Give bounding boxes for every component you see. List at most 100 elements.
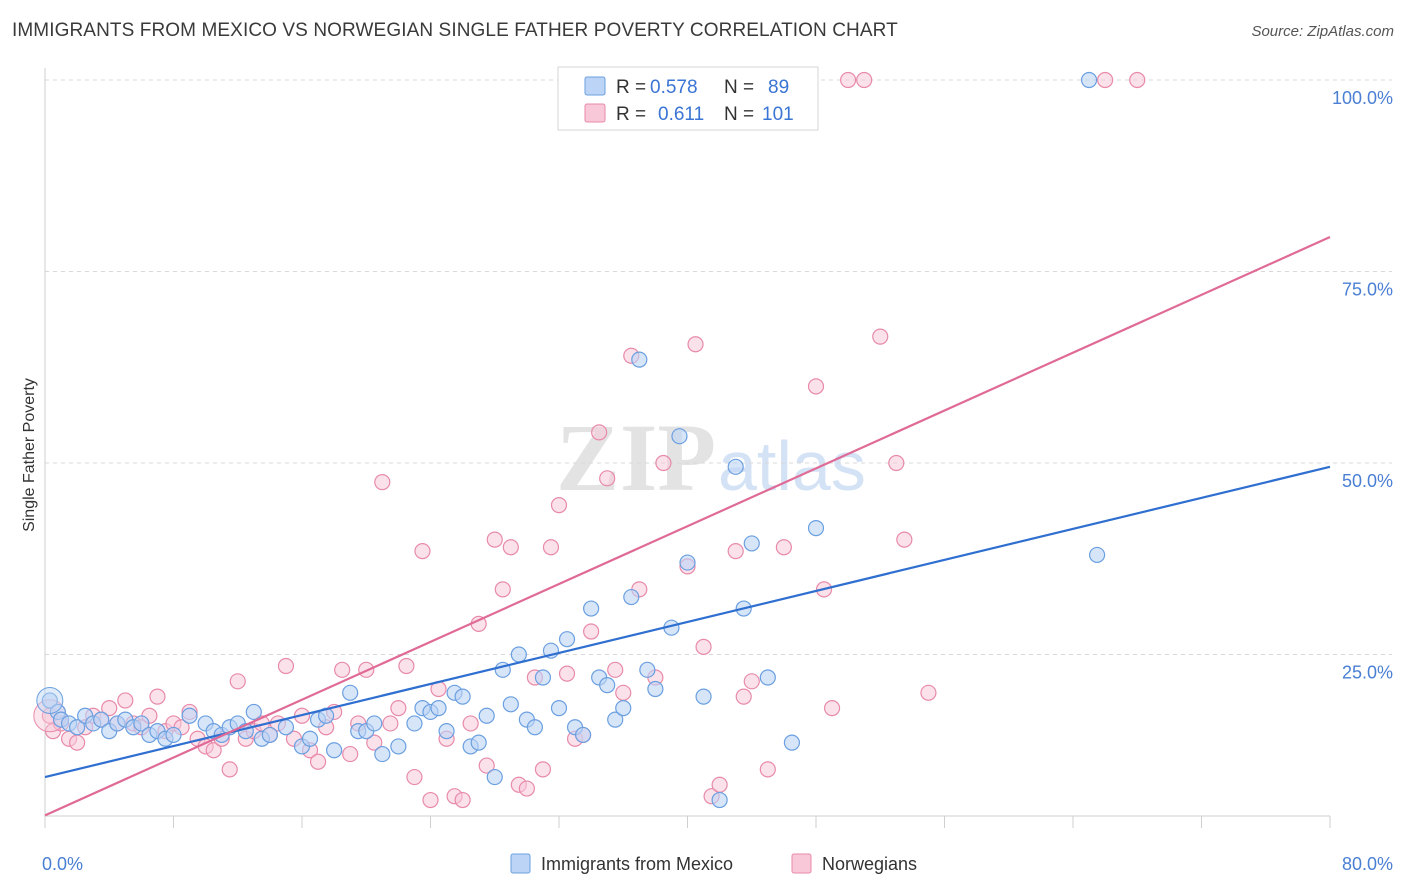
mexico-point <box>93 711 110 728</box>
y-tick-label: 100.0% <box>1332 88 1393 108</box>
trend-lines <box>44 236 1331 817</box>
y-tick-label: 25.0% <box>1342 663 1393 683</box>
mexico-point <box>671 428 688 445</box>
mexico-point <box>711 791 728 809</box>
bottom-legend-mexico: Immigrants from Mexico <box>541 854 733 874</box>
norwegians-point <box>342 745 359 763</box>
norwegians-point <box>454 791 471 809</box>
mexico-point <box>470 734 487 751</box>
norwegians-points <box>33 71 1146 809</box>
series-legend: Immigrants from Mexico Norwegians <box>510 853 917 874</box>
y-tick-label: 50.0% <box>1342 471 1393 491</box>
norwegians-point <box>775 539 792 556</box>
norwegians-point <box>478 757 495 774</box>
mexico-point <box>478 707 495 724</box>
norwegians-point <box>205 742 222 759</box>
mexico-point <box>599 677 616 694</box>
norwegians-point <box>759 761 776 778</box>
norwegians-point <box>366 734 383 751</box>
norwegians-point <box>615 684 632 701</box>
bottom-legend-blue-swatch <box>510 853 531 874</box>
mexico-point <box>502 696 519 713</box>
norwegians-point <box>727 542 744 560</box>
x-tick-label: 80.0% <box>1342 854 1393 874</box>
norwegians-point <box>607 661 624 678</box>
mexico-points <box>36 71 1106 809</box>
mexico-point <box>36 686 64 714</box>
norwegians-point <box>422 791 439 809</box>
mexico-point <box>534 669 552 686</box>
norwegians-point <box>149 688 166 705</box>
mexico-point <box>558 631 576 648</box>
norwegians-point <box>398 657 415 675</box>
norwegians-trend-line <box>44 236 1331 817</box>
mexico-point <box>366 715 383 732</box>
mexico-point <box>374 745 391 763</box>
legend-r-value-2: 0.611 <box>658 104 704 125</box>
bottom-legend-norwegians: Norwegians <box>822 854 917 874</box>
bottom-legend-pink-swatch <box>791 853 812 874</box>
mexico-point <box>390 738 407 755</box>
mexico-point <box>69 719 86 736</box>
y-axis-label: Single Father Poverty <box>21 378 38 532</box>
norwegians-point <box>374 474 391 491</box>
mexico-trend-line <box>44 465 1331 779</box>
norwegians-point <box>414 542 431 560</box>
mexico-point <box>245 703 262 721</box>
mexico-point <box>743 535 760 552</box>
mexico-point <box>133 715 150 732</box>
mexico-point <box>631 351 648 368</box>
mexico-point <box>41 692 58 709</box>
norwegians-point <box>695 638 712 655</box>
norwegians-point <box>687 336 704 353</box>
legend-blue-swatch <box>584 76 606 96</box>
norwegians-point <box>735 688 752 705</box>
norwegians-point <box>896 531 913 548</box>
legend-r-label-1: R = <box>616 77 646 98</box>
mexico-point <box>326 742 343 759</box>
mexico-point <box>1088 546 1106 564</box>
mexico-point <box>406 715 423 732</box>
norwegians-point <box>518 780 535 797</box>
mexico-point <box>342 684 359 701</box>
norwegians-point <box>502 539 519 556</box>
mexico-point <box>165 726 182 744</box>
correlation-legend: R = 0.578 N = 89 R = 0.611 N = 101 <box>557 66 819 131</box>
axes <box>44 68 1331 828</box>
norwegians-point <box>583 623 600 640</box>
norwegians-point <box>591 424 608 441</box>
norwegians-point <box>872 328 889 345</box>
norwegians-point <box>807 378 825 395</box>
norwegians-point <box>390 700 407 717</box>
mexico-point <box>526 719 544 736</box>
x-tick-label: 0.0% <box>42 854 83 874</box>
norwegians-point <box>221 761 238 778</box>
tick-labels: 25.0% 50.0% 75.0% 100.0% 0.0% 80.0% <box>42 88 1393 874</box>
mexico-point <box>759 669 776 686</box>
legend-n-value-1: 89 <box>768 77 789 98</box>
norwegians-point <box>277 657 295 675</box>
mexico-point <box>583 600 600 617</box>
mexico-point <box>647 680 664 698</box>
norwegians-point <box>382 715 399 732</box>
norwegians-point <box>888 454 905 472</box>
norwegians-point <box>69 734 86 751</box>
mexico-point <box>695 688 712 705</box>
norwegians-point <box>101 700 118 717</box>
mexico-point <box>301 730 319 747</box>
grid-lines <box>45 79 1392 655</box>
legend-n-label-1: N = <box>724 77 754 98</box>
norwegians-point <box>558 665 576 682</box>
mexico-point <box>438 722 455 740</box>
mexico-point <box>574 726 592 744</box>
norwegians-point <box>334 661 351 678</box>
legend-r-value-1: 0.578 <box>650 77 698 98</box>
norwegians-point <box>486 531 503 548</box>
norwegians-point <box>1129 71 1146 89</box>
mexico-point <box>430 700 447 717</box>
source-label: Source: ZipAtlas.com <box>1251 23 1394 40</box>
norwegians-point <box>117 692 134 709</box>
mexico-point <box>486 768 503 786</box>
norwegians-point <box>406 768 423 786</box>
norwegians-point <box>711 776 728 793</box>
